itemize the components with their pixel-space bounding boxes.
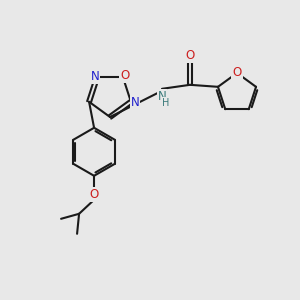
Text: N: N	[158, 90, 166, 103]
Text: O: O	[120, 69, 130, 82]
Text: H: H	[162, 98, 170, 108]
Text: N: N	[130, 96, 139, 109]
Text: O: O	[232, 67, 242, 80]
Text: O: O	[89, 188, 99, 201]
Text: O: O	[185, 49, 195, 62]
Text: N: N	[91, 70, 99, 83]
